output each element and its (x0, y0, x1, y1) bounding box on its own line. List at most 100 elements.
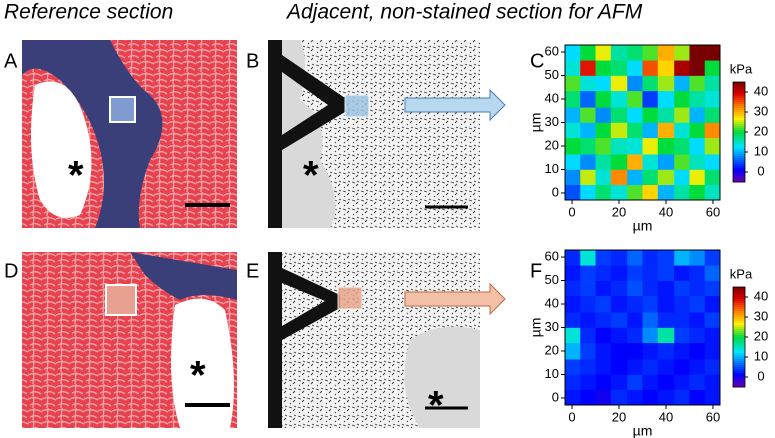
colorbar-segment (733, 82, 745, 85)
heatmap-cell (595, 137, 612, 155)
panel-label: F (530, 260, 542, 282)
heatmap-cell (580, 107, 596, 123)
heatmap-cell (627, 137, 643, 155)
heatmap-cell (627, 295, 643, 313)
heatmap-cell (580, 295, 596, 313)
heatmap-cell (580, 265, 596, 281)
heatmap-cell (627, 280, 643, 297)
heatmap-cell (595, 280, 612, 297)
panel-label: D (4, 260, 18, 282)
heatmap-cell (704, 327, 721, 344)
histology-a (22, 40, 237, 228)
colorbar-segment (733, 152, 745, 155)
heatmap-cell (657, 250, 675, 266)
heatmap-cell (627, 75, 643, 92)
heatmap-cell (657, 154, 675, 170)
heatmap-cell (565, 45, 581, 61)
colorbar-segment (733, 138, 745, 141)
heatmap-cell (704, 250, 721, 266)
asterisk: * (68, 154, 84, 198)
heatmap-cell (704, 90, 721, 108)
panel-label: C (530, 50, 544, 72)
heatmap-cell (642, 359, 659, 375)
heatmap-cell (580, 45, 596, 61)
colorbar-segment (733, 154, 745, 157)
heatmap-cell (565, 60, 581, 76)
heatmap-cell (704, 359, 721, 375)
colorbar-segment (733, 120, 745, 123)
colorbar-segment (733, 96, 745, 99)
heatmap-cell (704, 389, 721, 406)
heatmap-cell (595, 169, 612, 186)
heatmap-cell (642, 90, 659, 108)
colorbar-segment (733, 299, 745, 302)
colorbar-segment (733, 148, 745, 151)
colorbar-segment (733, 112, 745, 115)
colorbar-segment (733, 357, 745, 360)
colorbar-segment (733, 377, 745, 380)
colorbar-tick-label: 0 (757, 163, 764, 178)
colorbar-segment (733, 295, 745, 298)
heatmap-cell (657, 122, 675, 139)
asterisk: * (190, 354, 206, 398)
heatmap-cell (657, 107, 675, 123)
heatmap-cell (627, 107, 643, 123)
heatmap-cell (689, 342, 706, 360)
colorbar-segment (733, 168, 745, 171)
heatmap-cell (595, 265, 612, 281)
heatmap-cell (704, 374, 721, 391)
heatmap-cell (704, 137, 721, 155)
heatmap-cell (580, 280, 596, 297)
y-tick-label: 10 (545, 366, 559, 381)
heatmap-cell (610, 389, 628, 406)
heatmap-cell (627, 60, 643, 76)
colorbar-segment (733, 90, 745, 93)
y-tick-label: 60 (545, 248, 559, 263)
colorbar-segment (733, 134, 745, 137)
heatmap-cell (689, 359, 706, 375)
heatmap-cell (674, 389, 690, 406)
heatmap-cell (627, 342, 643, 360)
heatmap-cell (595, 359, 612, 375)
heatmap-cell (610, 137, 628, 155)
heatmap-cell (595, 342, 612, 360)
panel-label: A (4, 50, 18, 72)
colorbar-segment (733, 373, 745, 376)
colorbar-segment (733, 94, 745, 97)
colorbar-segment (733, 307, 745, 310)
heatmap-cell (674, 90, 690, 108)
colorbar-segment (733, 331, 745, 334)
colorbar-segment (733, 180, 745, 183)
heatmap-cell (642, 265, 659, 281)
heatmap-cell (689, 265, 706, 281)
colorbar-segment (733, 156, 745, 159)
heatmap-cell (674, 374, 690, 391)
heatmap-cell (627, 169, 643, 186)
heatmap-cell (642, 280, 659, 297)
heatmap-cell (565, 295, 581, 313)
colorbar-label: kPa (730, 266, 753, 281)
colorbar-segment (733, 172, 745, 175)
heatmap-cell (565, 90, 581, 108)
heatmap-cell (627, 122, 643, 139)
heatmap-cell (610, 184, 628, 201)
colorbar-segment (733, 309, 745, 312)
colorbar-segment (733, 301, 745, 304)
panel-label: B (246, 50, 259, 72)
heatmap-cell (704, 280, 721, 297)
colorbar-segment (733, 124, 745, 127)
heatmap-cell (565, 359, 581, 375)
heatmap-cell (580, 250, 596, 266)
heatmap-cell (689, 122, 706, 139)
colorbar-segment (733, 164, 745, 167)
y-tick-label: 30 (545, 319, 559, 334)
heatmap-cell (674, 342, 690, 360)
heatmap-cell (689, 250, 706, 266)
x-tick-label: 20 (612, 409, 626, 424)
heatmap-cell (674, 184, 690, 201)
colorbar-segment (733, 174, 745, 177)
heatmap-cell (565, 184, 581, 201)
colorbar-tick-label: 0 (757, 368, 764, 383)
heatmap-cell (674, 327, 690, 344)
heatmap-cell (610, 60, 628, 76)
